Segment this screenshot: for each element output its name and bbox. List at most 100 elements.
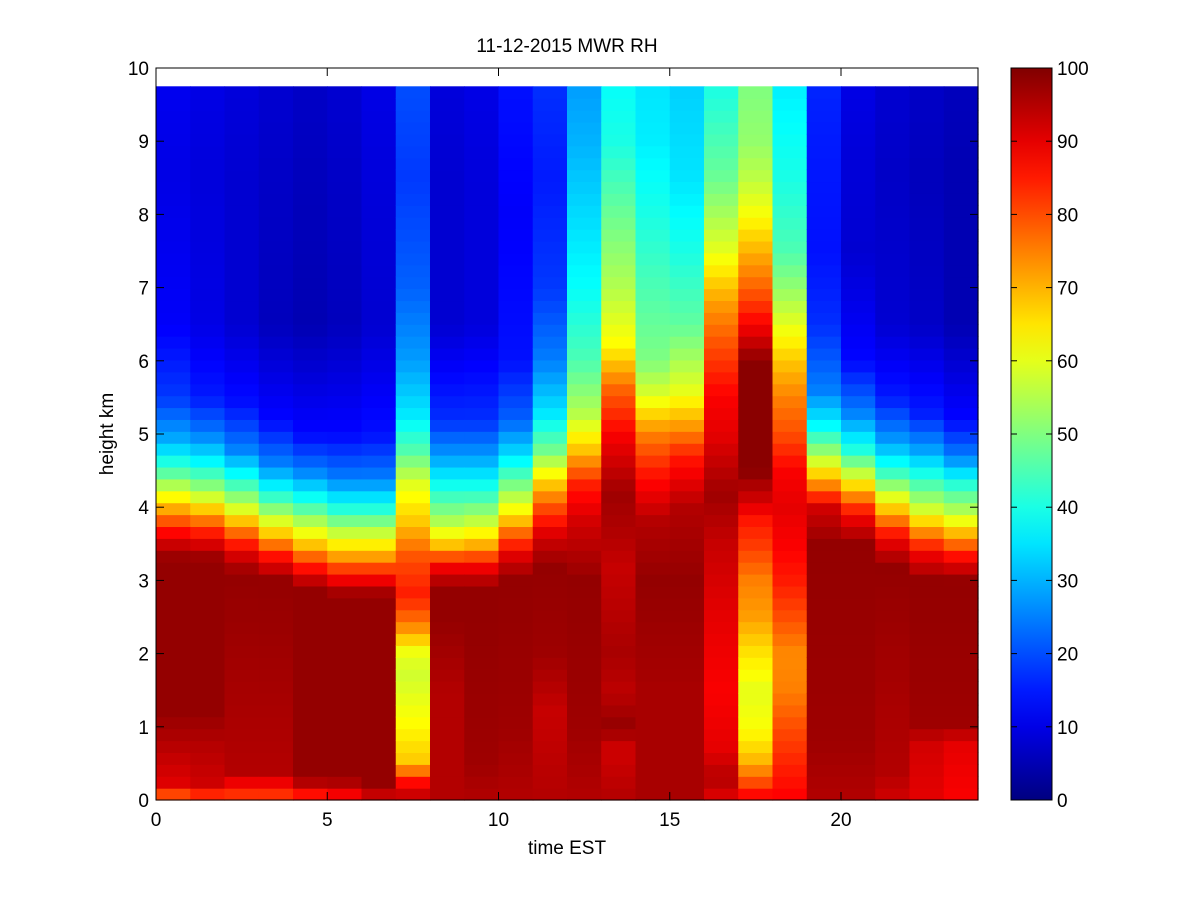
heatmap-cell — [806, 550, 842, 563]
heatmap-cell — [875, 478, 911, 492]
heatmap-cell — [190, 478, 226, 492]
heatmap-cell — [806, 681, 842, 694]
heatmap-cell — [498, 526, 534, 539]
heatmap-cell — [704, 490, 739, 504]
heatmap-cell — [772, 716, 808, 730]
heatmap-cell — [156, 252, 191, 266]
heatmap-cell — [498, 359, 534, 373]
heatmap-cell — [841, 276, 876, 290]
colorbar-tick-label: 0 — [1057, 791, 1068, 812]
heatmap-cell — [224, 621, 260, 635]
heatmap-cell — [669, 657, 705, 670]
heatmap-cell — [806, 466, 842, 480]
x-tick-label: 10 — [488, 810, 509, 831]
heatmap-cell — [738, 324, 774, 337]
heatmap-cell — [258, 466, 294, 480]
heatmap-cell — [806, 312, 842, 325]
heatmap-cell — [224, 728, 260, 742]
heatmap-cell — [327, 550, 363, 563]
heatmap-cell — [943, 371, 979, 385]
heatmap-cell — [567, 621, 602, 635]
heatmap-cell — [601, 562, 637, 575]
heatmap-cell — [601, 466, 637, 480]
heatmap-cell — [567, 240, 602, 254]
heatmap-cell — [704, 133, 739, 147]
heatmap-cell — [909, 657, 945, 670]
heatmap-cell — [464, 336, 500, 349]
heatmap-cell — [498, 86, 534, 99]
heatmap-cell — [909, 300, 945, 313]
heatmap-cell — [772, 538, 808, 551]
heatmap-cell — [224, 550, 260, 563]
heatmap-cell — [943, 681, 979, 694]
heatmap-cell — [909, 98, 945, 111]
heatmap-cell — [258, 157, 294, 171]
heatmap-cell — [875, 181, 911, 194]
heatmap-cell — [293, 229, 328, 242]
heatmap-cell — [464, 121, 500, 135]
heatmap-cell — [635, 538, 671, 551]
heatmap-cell — [806, 86, 842, 99]
heatmap-cell — [841, 395, 876, 409]
heatmap-cell — [841, 110, 876, 123]
heatmap-cell — [156, 621, 191, 635]
heatmap-cell — [601, 728, 637, 742]
heatmap-cell — [875, 776, 911, 789]
heatmap-cell — [601, 181, 637, 194]
heatmap-cell — [841, 669, 876, 682]
y-tick-label: 6 — [138, 352, 149, 373]
heatmap-cell — [841, 336, 876, 349]
heatmap-cell — [156, 585, 191, 599]
heatmap-cell — [943, 157, 979, 171]
heatmap-cell — [669, 86, 705, 99]
heatmap-cell — [498, 431, 534, 444]
heatmap-cell — [567, 407, 602, 420]
heatmap-cell — [601, 252, 637, 266]
heatmap-cell — [943, 669, 979, 682]
heatmap-cell — [430, 728, 465, 742]
heatmap-cell — [532, 383, 568, 397]
heatmap-cell — [361, 276, 397, 290]
heatmap-cell — [943, 621, 979, 635]
heatmap-cell — [327, 300, 363, 313]
heatmap-cell — [601, 490, 637, 504]
heatmap-cell — [567, 359, 602, 373]
heatmap-cell — [464, 288, 500, 302]
heatmap-cell — [635, 657, 671, 670]
heatmap-cell — [704, 264, 739, 278]
heatmap-cell — [361, 585, 397, 599]
heatmap-cell — [841, 526, 876, 539]
heatmap-cell — [704, 728, 739, 742]
heatmap-cell — [430, 300, 465, 313]
heatmap-cell — [258, 740, 294, 754]
y-axis-ticks: 0 1 2 3 4 5 6 7 8 9 10 — [128, 59, 978, 812]
heatmap-cell — [669, 609, 705, 623]
heatmap-cell — [293, 716, 328, 730]
heatmap-cell — [498, 728, 534, 742]
heatmap-cell — [704, 669, 739, 682]
y-tick-label: 5 — [138, 425, 149, 446]
heatmap-cell — [498, 466, 534, 480]
heatmap-cell — [395, 145, 431, 159]
heatmap-cell — [498, 633, 534, 646]
heatmap-cell — [601, 217, 637, 230]
heatmap-cell — [909, 633, 945, 646]
y-axis-label: height km — [97, 393, 118, 475]
colorbar-tick-label: 10 — [1057, 718, 1078, 739]
heatmap-cell — [361, 133, 397, 147]
heatmap-cell — [601, 538, 637, 551]
heatmap-cell — [943, 490, 979, 504]
heatmap-cell — [464, 478, 500, 492]
heatmap-cell — [156, 157, 191, 171]
heatmap-cell — [224, 597, 260, 611]
heatmap-cell — [395, 645, 431, 658]
heatmap-cell — [156, 597, 191, 611]
heatmap-cell — [738, 336, 774, 349]
heatmap-cell — [430, 597, 465, 611]
heatmap-cell — [738, 466, 774, 480]
heatmap-cell — [738, 98, 774, 111]
heatmap-cell — [601, 752, 637, 765]
heatmap-cell — [669, 359, 705, 373]
heatmap-cell — [293, 776, 328, 789]
heatmap-cell — [293, 336, 328, 349]
